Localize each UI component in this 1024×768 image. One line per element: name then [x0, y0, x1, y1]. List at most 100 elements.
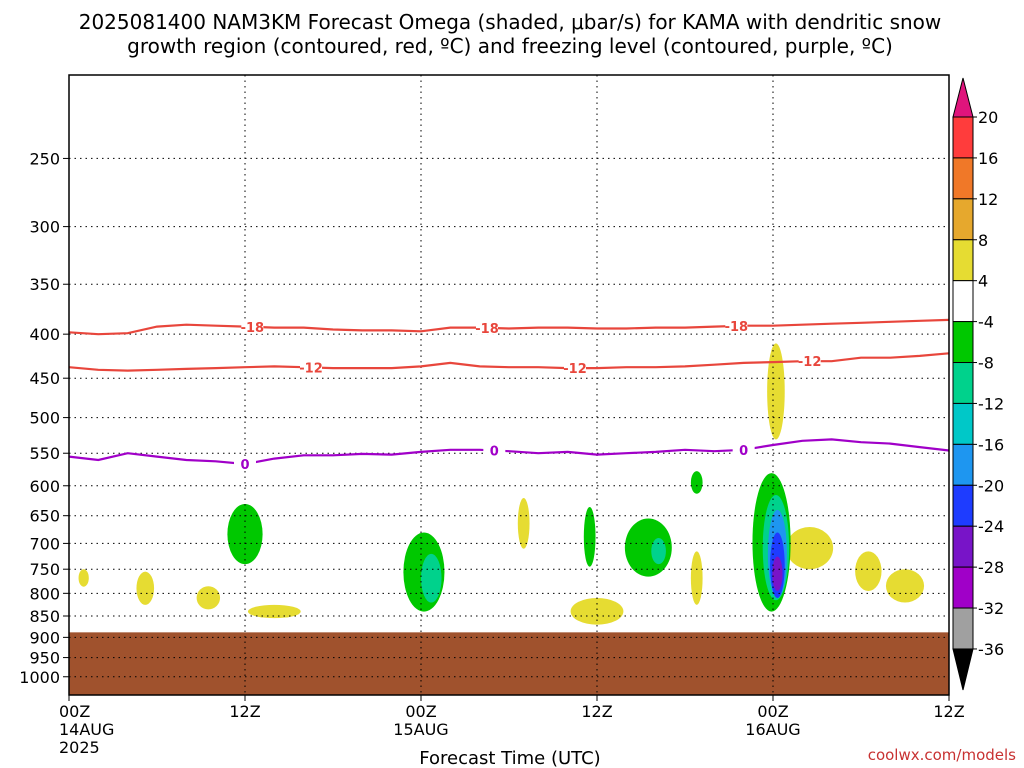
colorbar-swatch-8	[952, 443, 974, 486]
omega-region-7	[690, 551, 703, 605]
contour-label-bg-2-2	[732, 442, 755, 457]
colorbar-label-11: -28	[978, 558, 1004, 577]
x-tick-time-3: 12Z	[581, 702, 612, 721]
y-tick-label-8: 650	[29, 507, 60, 526]
omega-region-2	[136, 571, 155, 605]
y-tick-label-3: 400	[29, 325, 60, 344]
y-tick-label-15: 1000	[19, 668, 60, 687]
contour-line-2	[68, 438, 950, 466]
omega-region-22	[772, 556, 783, 591]
colorbar-bottom-triangle	[952, 648, 974, 691]
colorbar-label-6: -8	[978, 354, 994, 373]
contour-label-2-2: 0	[739, 444, 748, 459]
colorbar-swatch-3	[952, 239, 974, 282]
omega-region-18	[651, 538, 666, 565]
colorbar-swatch-9	[952, 484, 974, 527]
contour-label-bg-0-1	[476, 320, 498, 335]
y-tick-label-11: 800	[29, 584, 60, 603]
contour-label-0-0: -18	[241, 321, 265, 336]
omega-region-13	[583, 506, 596, 567]
y-tick-label-0: 250	[29, 149, 60, 168]
contour-label-bg-1-0	[300, 360, 322, 375]
colorbar-label-2: 12	[978, 190, 998, 209]
chart-title-line2: growth region (contoured, red, ºC) and f…	[127, 34, 893, 58]
omega-region-11	[227, 504, 263, 565]
colorbar-label-13: -36	[978, 640, 1004, 659]
x-tick-time-0: 00Z	[59, 702, 90, 721]
chart-title-line1: 2025081400 NAM3KM Forecast Omega (shaded…	[79, 10, 942, 34]
contour-line-0	[68, 318, 950, 336]
x-axis-label: Forecast Time (UTC)	[419, 748, 600, 768]
contour-label-bg-0-0	[241, 319, 264, 334]
colorbar: 20 16 12 8 4 -4 -8 -12 -16 -20 -24 -28 -32 -36	[952, 77, 1004, 691]
omega-region-10	[885, 569, 925, 603]
x-tick-date-2: 15AUG	[393, 720, 448, 739]
colorbar-swatch-10	[952, 525, 974, 568]
colorbar-label-4: 4	[978, 272, 988, 291]
ground-fill	[69, 632, 949, 695]
colorbar-swatch-11	[952, 566, 974, 609]
omega-region-0	[767, 343, 785, 440]
contour-label-0-2: -18	[725, 320, 749, 335]
y-tick-label-7: 600	[29, 477, 60, 496]
contour-label-bg-0-2	[725, 318, 748, 333]
colorbar-label-7: -12	[978, 394, 1004, 413]
x-tick-time-5: 12Z	[933, 702, 964, 721]
y-tick-label-5: 500	[29, 409, 60, 428]
omega-region-8	[786, 527, 834, 570]
y-tick-label-6: 550	[29, 444, 60, 463]
plot-frame	[68, 74, 950, 696]
omega-region-6	[570, 597, 624, 625]
contour-label-bg-1-2	[798, 354, 821, 369]
omega-region-17	[421, 553, 442, 603]
omega-region-3	[196, 586, 221, 610]
contour-label-1-1: -12	[563, 362, 587, 377]
colorbar-label-12: -32	[978, 599, 1004, 618]
colorbar-swatch-5	[952, 321, 974, 364]
y-tick-label-2: 350	[29, 275, 60, 294]
colorbar-label-9: -20	[978, 476, 1004, 495]
omega-region-15	[690, 471, 703, 494]
x-tick-time-1: 12Z	[229, 702, 260, 721]
colorbar-label-8: -16	[978, 435, 1004, 454]
plot-area: -18 -18 -18 -12 -12 -12 0 0 0 250 300 350 400 450 500 5…	[19, 74, 965, 757]
colorbar-swatch-6	[952, 362, 974, 404]
colorbar-swatch-0	[952, 116, 974, 159]
credit-text: coolwx.com/models	[868, 746, 1016, 764]
colorbar-swatch-1	[952, 157, 974, 200]
contour-label-2-0: 0	[240, 458, 249, 473]
y-tick-label-14: 950	[29, 649, 60, 668]
contour-label-0-1: -18	[475, 322, 499, 337]
omega-region-4	[247, 604, 301, 619]
y-tick-label-4: 450	[29, 369, 60, 388]
contour-label-bg-2-1	[483, 443, 506, 458]
y-tick-label-13: 900	[29, 628, 60, 647]
colorbar-label-1: 16	[978, 149, 998, 168]
colorbar-label-0: 20	[978, 108, 998, 127]
y-tick-label-1: 300	[29, 218, 60, 237]
omega-region-9	[855, 551, 882, 591]
colorbar-top-triangle	[952, 77, 974, 118]
colorbar-swatch-12	[952, 607, 974, 650]
x-tick-time-4: 00Z	[757, 702, 788, 721]
colorbar-label-10: -24	[978, 517, 1004, 536]
colorbar-swatch-2	[952, 198, 974, 241]
contour-label-bg-2-0	[234, 456, 256, 471]
omega-region-5	[517, 498, 530, 549]
x-tick-date-4: 16AUG	[745, 720, 800, 739]
y-tick-label-10: 750	[29, 560, 60, 579]
y-tick-label-9: 700	[29, 534, 60, 553]
contour-label-bg-1-1	[564, 361, 586, 376]
colorbar-label-5: -4	[978, 313, 994, 332]
colorbar-swatch-7	[952, 402, 974, 445]
x-tick-time-2: 00Z	[405, 702, 436, 721]
contour-label-1-0: -12	[299, 361, 323, 376]
x-tick-date-0: 14AUG	[59, 720, 114, 739]
y-tick-label-12: 850	[29, 607, 60, 626]
contour-label-2-1: 0	[490, 445, 499, 460]
contour-label-1-2: -12	[798, 355, 822, 370]
omega-region-1	[78, 569, 89, 587]
colorbar-label-3: 8	[978, 231, 988, 250]
colorbar-swatch-4	[952, 280, 974, 323]
